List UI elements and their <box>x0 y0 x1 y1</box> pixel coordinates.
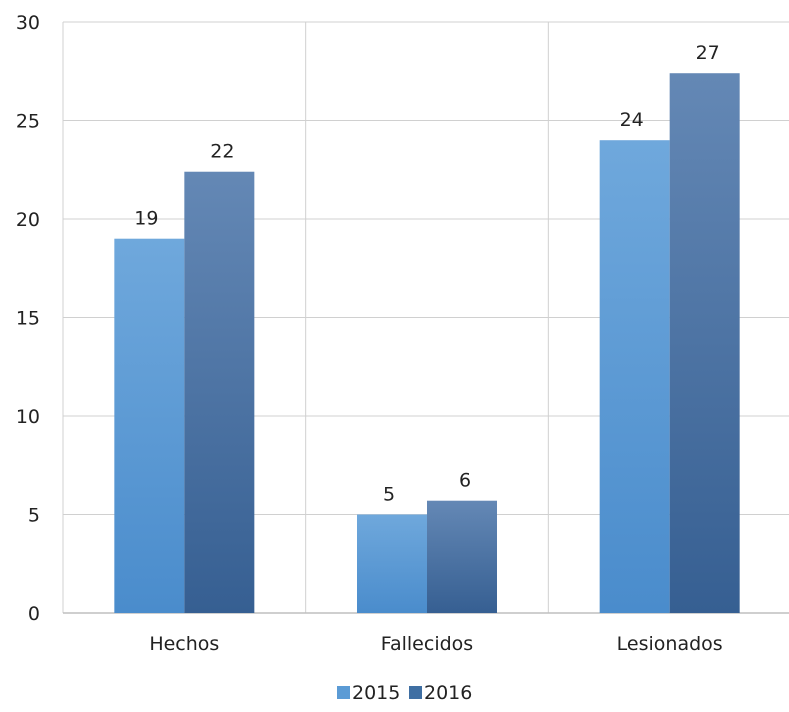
axes: 0 5 10 15 20 25 30 Hechos Fallecidos Lesionados <box>16 12 789 655</box>
data-label: 5 <box>383 484 395 506</box>
legend-swatch-2016 <box>409 686 422 699</box>
data-label: 27 <box>696 42 720 64</box>
y-tick-label: 30 <box>16 12 40 34</box>
bar-2016-fallecidos <box>427 500 497 613</box>
bars <box>114 73 740 614</box>
bar-2015-lesionados <box>599 140 670 613</box>
data-label: 24 <box>620 109 644 131</box>
y-tick-label: 0 <box>28 603 40 625</box>
bar-2015-hechos <box>114 238 185 613</box>
bar-2016-hechos <box>184 171 255 613</box>
y-tick-label: 15 <box>16 308 40 330</box>
data-label: 22 <box>210 141 234 163</box>
bar-2016-lesionados <box>669 73 740 614</box>
legend-label-2015: 2015 <box>352 682 400 704</box>
data-label: 19 <box>134 208 158 230</box>
data-label: 6 <box>459 470 471 492</box>
x-tick-label: Lesionados <box>617 633 723 655</box>
legend-label-2016: 2016 <box>424 682 472 704</box>
x-tick-label: Fallecidos <box>381 633 473 655</box>
x-tick-label: Hechos <box>149 633 219 655</box>
y-tick-label: 10 <box>16 406 40 428</box>
y-tick-label: 25 <box>16 111 40 133</box>
data-labels: 19 22 5 6 24 27 <box>134 42 720 505</box>
bar-2015-fallecidos <box>357 514 427 613</box>
legend: 2015 2016 <box>337 682 472 704</box>
legend-swatch-2015 <box>337 686 350 699</box>
y-tick-label: 5 <box>28 505 40 527</box>
y-tick-label: 20 <box>16 209 40 231</box>
